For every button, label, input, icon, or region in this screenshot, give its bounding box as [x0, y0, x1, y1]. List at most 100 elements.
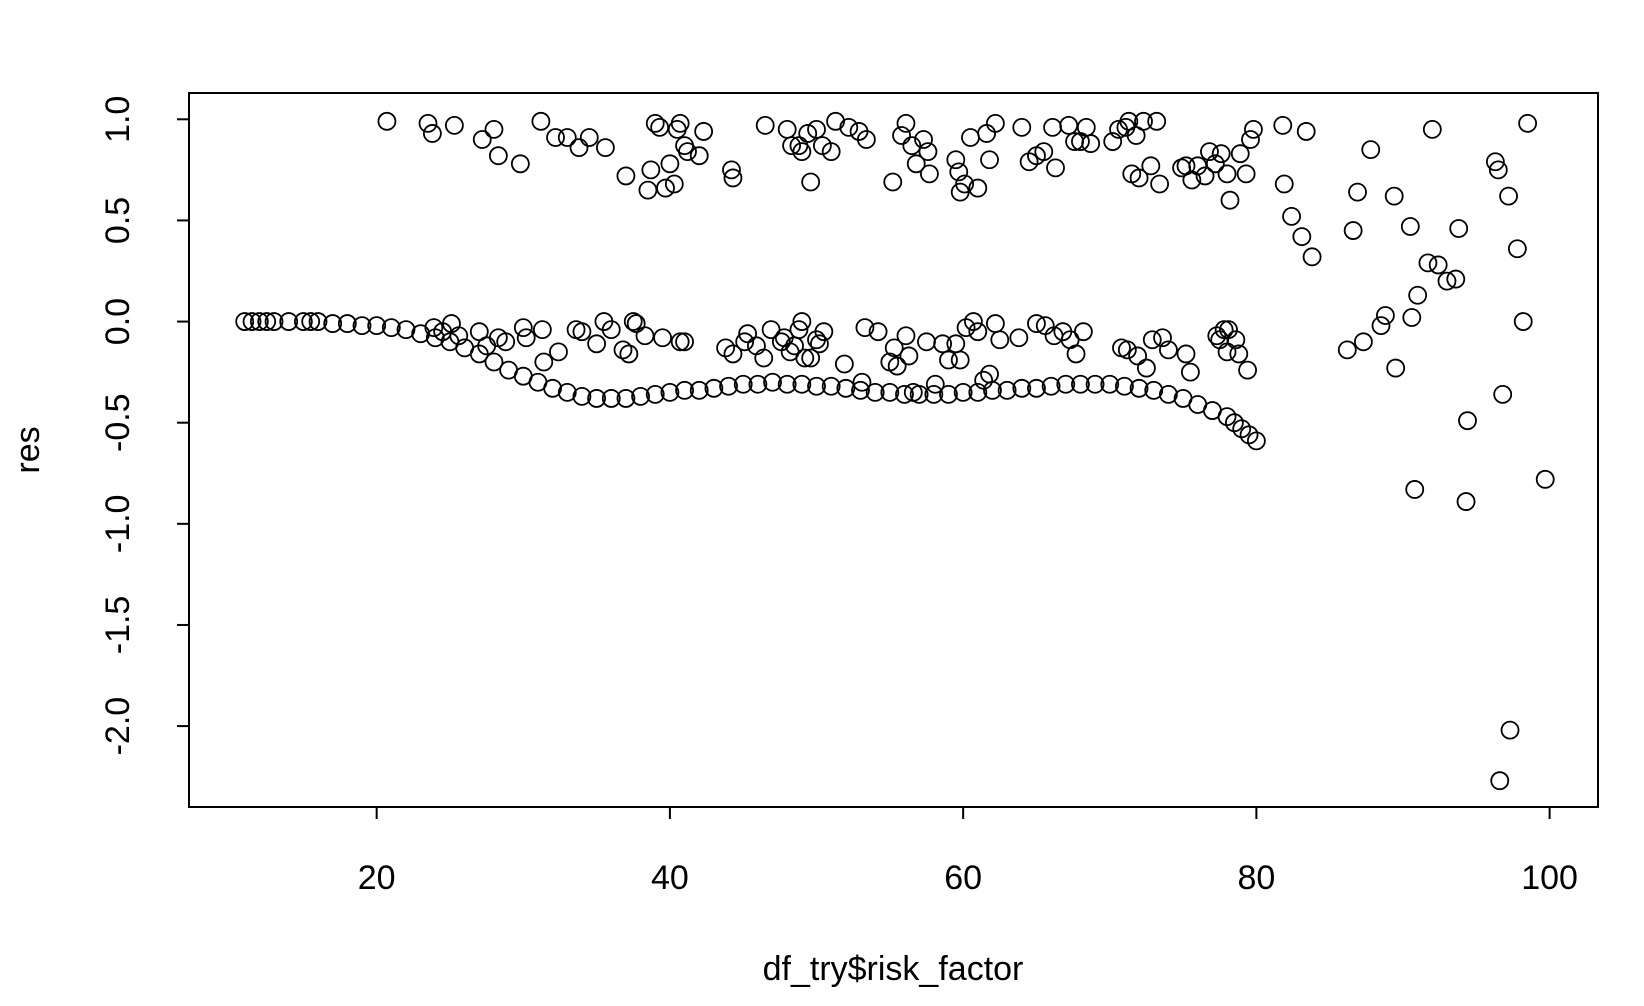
- point: [1274, 174, 1294, 194]
- point: [980, 364, 999, 384]
- point: [424, 318, 444, 338]
- point: [723, 168, 743, 188]
- point: [810, 334, 829, 354]
- point: [1159, 384, 1178, 404]
- point: [839, 117, 859, 137]
- point: [974, 370, 994, 390]
- point: [924, 384, 944, 404]
- point: [1210, 330, 1230, 350]
- point: [1019, 152, 1039, 172]
- point: [719, 376, 738, 396]
- point: [735, 332, 755, 352]
- point: [601, 389, 621, 408]
- point: [920, 164, 939, 184]
- point: [653, 328, 672, 348]
- point: [557, 382, 577, 402]
- point: [906, 154, 926, 174]
- point: [821, 142, 841, 162]
- point: [821, 376, 841, 396]
- y-tick-label: -1.5: [99, 596, 137, 655]
- point: [792, 374, 812, 394]
- point: [807, 120, 826, 139]
- point: [549, 342, 568, 362]
- point: [1012, 117, 1032, 137]
- point: [918, 142, 938, 162]
- point: [1147, 111, 1167, 131]
- point: [1500, 720, 1520, 740]
- point: [689, 146, 709, 166]
- point: [1085, 374, 1105, 394]
- point: [896, 113, 916, 133]
- point: [664, 174, 684, 194]
- point: [902, 136, 922, 155]
- point: [782, 136, 802, 155]
- point: [716, 338, 736, 358]
- point: [1181, 362, 1200, 382]
- point: [1302, 247, 1322, 267]
- y-tick-label: 0.0: [99, 298, 137, 345]
- point: [381, 318, 401, 338]
- point: [645, 384, 665, 404]
- point: [1402, 308, 1422, 327]
- point: [694, 122, 714, 141]
- point: [1236, 164, 1256, 184]
- point: [1076, 117, 1096, 137]
- point: [1046, 158, 1065, 178]
- point: [579, 128, 599, 147]
- point: [1535, 469, 1555, 489]
- point: [1153, 328, 1172, 348]
- point: [1408, 285, 1428, 305]
- point: [950, 350, 970, 370]
- point: [1232, 419, 1252, 439]
- point: [1073, 322, 1093, 342]
- point: [1456, 492, 1476, 511]
- x-axis-label: df_try$risk_factor: [763, 950, 1024, 988]
- point: [1027, 314, 1046, 333]
- point: [792, 142, 812, 162]
- point: [418, 113, 438, 133]
- point: [1437, 271, 1457, 291]
- point: [1071, 374, 1090, 394]
- point: [949, 162, 969, 182]
- point: [985, 314, 1005, 333]
- point: [826, 111, 845, 131]
- point: [956, 318, 976, 338]
- point: [1103, 132, 1123, 151]
- point: [1230, 144, 1250, 164]
- point: [257, 312, 277, 331]
- point: [377, 111, 397, 131]
- point: [1428, 255, 1448, 275]
- point: [675, 380, 694, 400]
- point: [534, 352, 554, 372]
- point: [968, 178, 988, 198]
- point: [264, 312, 284, 331]
- point: [795, 348, 815, 368]
- point: [748, 374, 768, 394]
- point: [977, 124, 997, 143]
- point: [616, 389, 636, 408]
- point: [1507, 239, 1527, 259]
- point: [641, 160, 661, 180]
- point: [1273, 115, 1293, 135]
- point: [1134, 111, 1153, 131]
- point: [722, 160, 741, 180]
- point: [1129, 378, 1149, 398]
- point: [738, 324, 758, 344]
- point: [367, 316, 387, 336]
- point: [856, 130, 876, 149]
- point: [723, 344, 743, 364]
- point: [1361, 140, 1381, 160]
- point: [1292, 227, 1312, 247]
- point: [1066, 344, 1086, 364]
- point: [1418, 253, 1438, 273]
- point: [235, 312, 255, 331]
- point: [704, 378, 724, 398]
- point: [337, 314, 357, 333]
- point: [572, 386, 592, 406]
- point: [747, 336, 766, 356]
- point: [1100, 374, 1120, 394]
- point: [557, 128, 577, 147]
- point: [1150, 174, 1170, 194]
